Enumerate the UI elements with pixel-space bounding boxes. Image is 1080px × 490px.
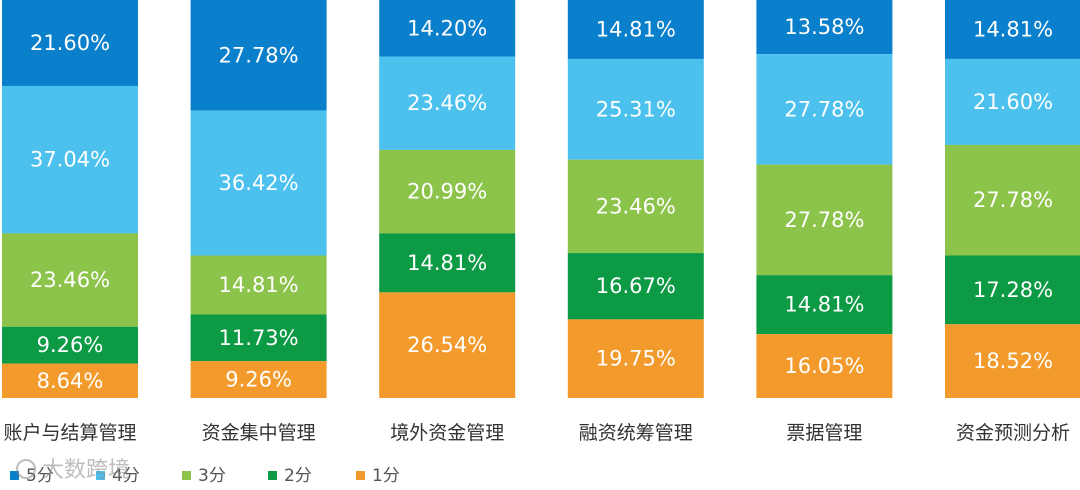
bar-value-label: 36.42% — [219, 171, 299, 195]
legend-swatch — [96, 471, 105, 480]
bar-value-label: 21.60% — [30, 31, 110, 55]
bar-value-label: 9.26% — [225, 368, 292, 392]
bar-value-label: 14.81% — [219, 273, 299, 297]
category-labels: 账户与结算管理 资金集中管理 境外资金管理 融资统筹管理 票据管理 资金预测分析 — [3, 422, 1070, 444]
bar-segment — [756, 0, 893, 55]
bar-value-label: 23.46% — [407, 91, 487, 115]
bar-value-label: 14.81% — [973, 17, 1053, 41]
category-label: 票据管理 — [786, 422, 862, 444]
legend-swatch — [268, 471, 277, 480]
category-label: 境外资金管理 — [390, 422, 504, 444]
bar-segment — [945, 0, 1080, 59]
bar-value-label: 8.64% — [37, 369, 104, 393]
legend-swatch — [356, 471, 365, 480]
bar-segment — [2, 0, 138, 86]
bar-segment — [945, 324, 1080, 398]
bar-segment — [567, 319, 704, 398]
legend-label: 3分 — [198, 466, 226, 486]
bar-value-label: 14.20% — [407, 16, 487, 40]
bar-segment — [190, 255, 327, 315]
bar-value-label: 26.54% — [407, 333, 487, 357]
bar-value-label: 23.46% — [596, 194, 676, 218]
bar-value-label: 17.28% — [973, 278, 1053, 302]
legend-label: 4分 — [112, 466, 140, 486]
bar-segment — [190, 361, 327, 398]
category-label: 融资统筹管理 — [579, 422, 693, 444]
bar-segment — [2, 85, 138, 234]
watermark-logo-icon — [16, 459, 36, 479]
bar-value-label: 18.52% — [973, 349, 1053, 373]
bar-segment — [756, 164, 893, 276]
bar-segment — [190, 110, 327, 256]
bar-segment — [756, 275, 893, 335]
bars-group: 21.60% 37.04% 23.46% 9.26% 8.64% 27.78% 36.42%… — [2, 0, 1080, 398]
legend-swatch — [182, 471, 191, 480]
bar-value-label: 16.05% — [784, 354, 864, 378]
bar-value-label: 27.78% — [219, 43, 299, 67]
bar-value-label: 13.58% — [784, 15, 864, 39]
bar-value-label: 14.81% — [407, 251, 487, 275]
bar-value-label: 19.75% — [596, 347, 676, 371]
bar-segment — [2, 326, 138, 364]
bar-value-label: 27.78% — [784, 208, 864, 232]
bar-value-label: 9.26% — [37, 333, 104, 357]
bar-segment — [756, 334, 893, 398]
bar-segment — [379, 149, 516, 234]
bar-value-label: 16.67% — [596, 274, 676, 298]
legend-swatch — [10, 471, 19, 480]
category-label: 账户与结算管理 — [3, 422, 136, 444]
bar-value-label: 20.99% — [407, 180, 487, 204]
bar-segment — [567, 253, 704, 320]
bar-value-label: 25.31% — [596, 97, 676, 121]
bar-segment — [567, 58, 704, 160]
bar-segment — [190, 314, 327, 362]
bar-value-label: 21.60% — [973, 90, 1053, 114]
bar-segment — [379, 233, 516, 293]
bar-value-label: 27.78% — [784, 97, 864, 121]
bar-segment — [2, 363, 138, 398]
legend-label: 5分 — [26, 466, 54, 486]
bar-value-label: 14.81% — [596, 17, 676, 41]
bar-value-label: 14.81% — [784, 293, 864, 317]
bar-segment — [756, 54, 893, 165]
bar-segment — [379, 292, 516, 398]
bar-value-label: 37.04% — [30, 148, 110, 172]
bar-segment — [945, 58, 1080, 145]
legend-label: 1分 — [372, 466, 400, 486]
bar-segment — [2, 233, 138, 327]
category-label: 资金预测分析 — [956, 422, 1070, 444]
watermark: 大数跨境 — [16, 458, 130, 483]
bar-segment — [379, 0, 516, 57]
bar-segment — [567, 159, 704, 254]
bar-value-label: 27.78% — [973, 188, 1053, 212]
bar-segment — [379, 56, 516, 150]
bar-segment — [190, 0, 327, 111]
bar-segment — [567, 0, 704, 59]
legend-label: 2分 — [284, 466, 312, 486]
category-label: 资金集中管理 — [202, 422, 316, 444]
watermark-text: 大数跨境 — [42, 458, 130, 483]
bar-segment — [945, 255, 1080, 325]
bar-segment — [945, 144, 1080, 256]
legend: 5分 4分 3分 2分 1分 — [10, 466, 400, 486]
bar-value-label: 11.73% — [219, 326, 299, 350]
bar-value-label: 23.46% — [30, 268, 110, 292]
